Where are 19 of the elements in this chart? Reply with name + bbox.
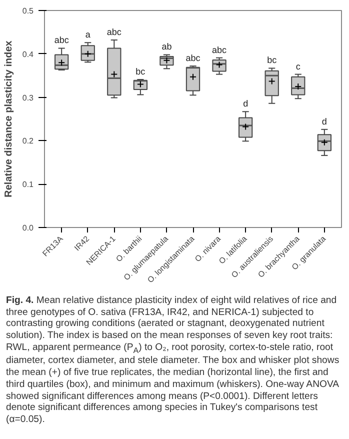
y-tick-label: 0.2 <box>22 136 34 146</box>
y-tick-label: 0.0 <box>22 224 34 232</box>
annotation: abc <box>212 44 228 55</box>
y-tick-label: 0.3 <box>22 93 34 102</box>
annotation: abc <box>186 53 201 64</box>
annotation: abc <box>106 26 122 37</box>
y-tick-label: 0.4 <box>22 50 34 59</box>
annotation: ab <box>162 42 172 52</box>
text: Fig. 4. Mean relative distance plasticity index of eight wild relatives of rice and three genotypes of O. sativa (FR13A, IR42, and NERICA-1) subjected to contrasting growing conditions (aerated or stagnant, deoxygenated nutrient solution). The index is based on the mean responses of seven key root traits: RWL, apparent permeance (P$_{A}$) to O₂, root porosity, cortex-to-stele ratio, root diameter, cortex diameter, and stele diameter. The box and whisker plot shows the mean (+) of five true replicates, the median (horizontal line), the first and third quartiles (box), and minimum and maximum (whiskers). One-way ANOVA showed significant differences among means (P<0.0001). Different letters denote significant differences among species in Tukey's comparisons test (α=0.05). <box>6 295 340 425</box>
annotation: bc <box>267 55 278 66</box>
annotation: c <box>296 61 301 72</box>
annotation: d <box>322 116 327 126</box>
annotation: abc <box>54 35 70 46</box>
annotation: a <box>85 30 90 40</box>
annotation: d <box>243 98 248 109</box>
annotation: bc <box>136 66 146 76</box>
y-axis-title: Relative distance plasticity index <box>3 40 14 198</box>
y-tick-label: 0.5 <box>22 6 34 16</box>
y-tick-label: 0.1 <box>22 180 34 190</box>
